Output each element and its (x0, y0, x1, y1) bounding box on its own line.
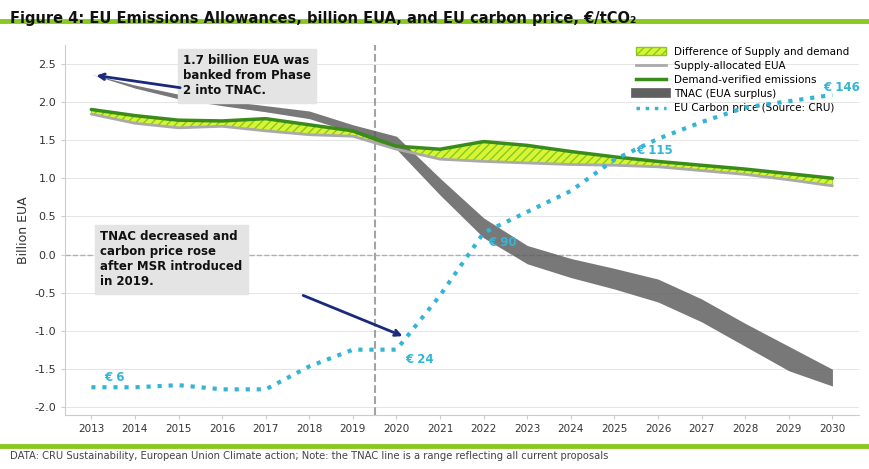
Text: € 90: € 90 (488, 236, 517, 250)
Legend: Difference of Supply and demand, Supply-allocated EUA, Demand-verified emissions: Difference of Supply and demand, Supply-… (633, 42, 853, 117)
Text: € 115: € 115 (636, 144, 673, 157)
Y-axis label: Billion EUA: Billion EUA (17, 196, 30, 264)
Text: € 146: € 146 (824, 81, 860, 94)
Text: Figure 4: EU Emissions Allowances, billion EUA, and EU carbon price, €/tCO₂: Figure 4: EU Emissions Allowances, billi… (10, 11, 637, 26)
Text: € 24: € 24 (405, 354, 434, 366)
Text: 1.7 billion EUA was
banked from Phase
2 into TNAC.: 1.7 billion EUA was banked from Phase 2 … (182, 54, 311, 98)
Text: DATA: CRU Sustainability, European Union Climate action; Note: the TNAC line is : DATA: CRU Sustainability, European Union… (10, 451, 609, 461)
Text: TNAC decreased and
carbon price rose
after MSR introduced
in 2019.: TNAC decreased and carbon price rose aft… (100, 230, 242, 288)
Text: € 6: € 6 (104, 371, 125, 384)
